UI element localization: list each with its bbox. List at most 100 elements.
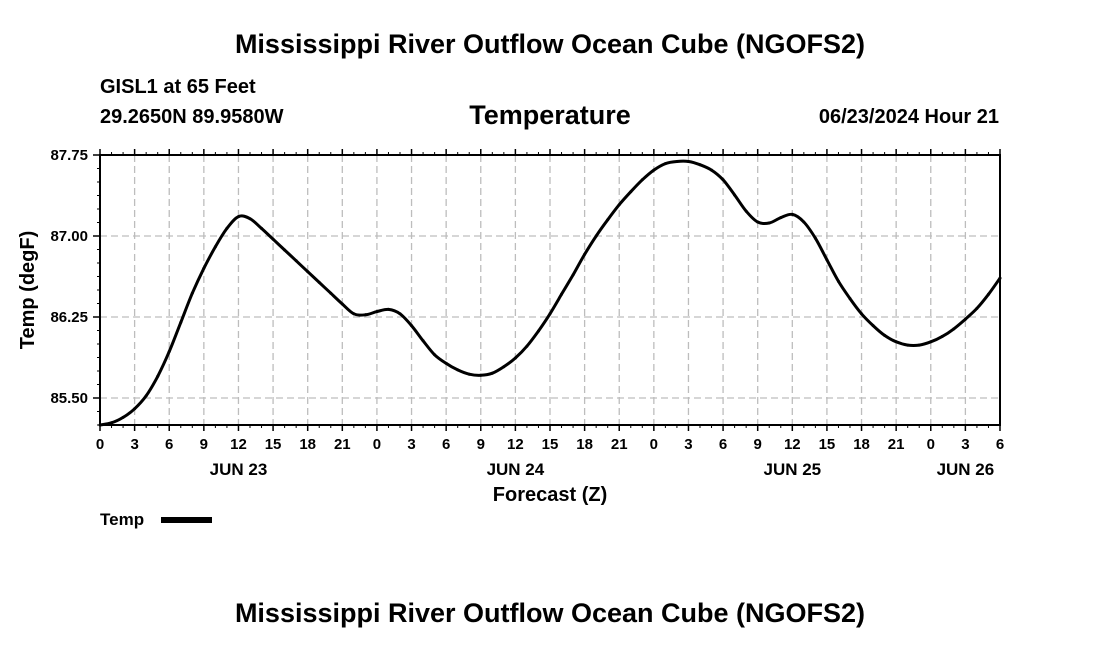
x-tick-label: 6 [996,436,1004,453]
data-point [167,350,171,354]
data-point [156,374,160,378]
x-axis-title: Forecast (Z) [493,484,607,506]
data-point [825,258,829,262]
x-tick-label: 0 [650,436,658,453]
bottom-title: Mississippi River Outflow Ocean Cube (NG… [234,598,866,628]
data-point [340,302,344,306]
data-point [837,279,840,283]
data-point [813,236,817,240]
data-point [421,339,425,343]
x-tick-label: 0 [373,436,381,453]
grid-lines [100,154,1000,425]
data-point [479,373,483,377]
data-point [202,266,206,270]
data-point [767,221,771,225]
data-point [629,190,633,194]
data-point [237,215,240,219]
data-point [110,421,113,425]
data-point [940,334,944,338]
data-point [329,291,333,295]
data-point [537,329,540,333]
data-point [871,324,875,328]
data-point [640,178,644,182]
x-tick-label: 6 [442,436,450,453]
x-tick-label: 12 [784,436,801,453]
x-tick-label: 18 [576,436,593,453]
data-point [525,344,529,348]
data-point [248,217,252,221]
data-point [883,333,887,337]
data-point [352,312,356,316]
data-point [802,220,806,224]
data-point [444,361,448,365]
data-point [467,372,471,376]
data-point [190,291,194,295]
data-point [894,340,898,344]
data-point [583,252,587,256]
x-tick-label: 3 [130,436,138,453]
axis-labels: 0 3 6 9 12 15 18 21 0 3 6 9 12 15 18 21 0 3 6 9 12 15 18 21 0 3 6 8… [50,147,1004,479]
data-point [756,220,760,224]
axis-ticks [93,149,1001,431]
y-tick-label: 87.75 [50,147,88,164]
x-tick-label: 15 [819,436,836,453]
data-point [721,178,725,182]
data-point [490,371,494,375]
data-point [363,313,367,317]
data-point [790,212,794,216]
data-point [560,292,563,296]
station-coordinates: 29.2650N 89.9580W [100,106,284,128]
data-point [133,407,137,411]
x-tick-label: 9 [200,436,208,453]
data-point [952,327,956,331]
x-tick-label: 12 [230,436,247,453]
x-tick-label: 6 [165,436,173,453]
data-point [306,270,310,274]
data-point [121,415,125,419]
data-point [294,259,298,263]
data-point [687,160,690,163]
x-tick-label: 21 [334,436,351,453]
data-point [317,280,321,284]
data-point [733,193,737,197]
x-tick-label: 3 [407,436,415,453]
date-label: JUN 23 [210,460,268,479]
date-label: JUN 24 [487,460,545,479]
y-axis-title: Temp (degF) [17,231,39,350]
legend: Temp [100,510,212,529]
data-point [698,163,702,167]
data-point [225,226,229,230]
legend-label: Temp [100,510,144,529]
date-label: JUN 25 [763,460,821,479]
data-point [779,216,783,220]
forecast-datetime: 06/23/2024 Hour 21 [818,106,999,128]
data-point [375,310,379,314]
data-point [456,368,460,372]
data-point [548,312,552,316]
x-tick-label: 6 [719,436,727,453]
station-label: GISL1 at 65 Feet [100,76,256,98]
data-point [917,343,921,347]
x-tick-label: 9 [477,436,485,453]
data-point [513,356,517,360]
y-tick-label: 85.50 [50,390,88,407]
data-point [283,248,287,252]
page-title: Mississippi River Outflow Ocean Cube (NG… [234,29,866,59]
data-point [710,168,713,172]
data-point [144,394,148,398]
x-tick-label: 3 [684,436,692,453]
x-tick-label: 0 [927,436,935,453]
data-point [987,292,990,296]
data-point [675,160,679,163]
y-tick-label: 86.25 [50,309,88,326]
data-point [433,353,437,357]
x-tick-label: 3 [961,436,969,453]
data-point [594,234,598,238]
x-tick-label: 15 [265,436,282,453]
data-point [744,209,748,213]
data-point [571,273,575,277]
x-tick-label: 0 [96,436,104,453]
data-point [502,365,506,369]
